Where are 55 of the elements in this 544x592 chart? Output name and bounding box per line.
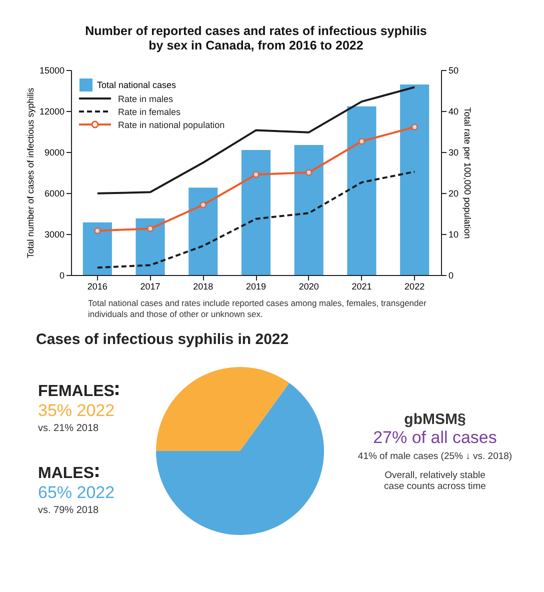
text: Total national cases and rates include reported cases among males, females, transgender individuals and those of other or unknown sex. bbox=[88, 298, 428, 321]
x-tick-label: 2018 bbox=[193, 282, 214, 292]
y-tick-label: 12000 bbox=[39, 106, 64, 116]
x-tick-label: 2021 bbox=[352, 282, 372, 292]
point bbox=[305, 169, 312, 176]
bar bbox=[241, 150, 271, 275]
bar bbox=[82, 222, 112, 275]
legend-label: Total national cases bbox=[97, 80, 177, 90]
x-tick-label: 2022 bbox=[404, 282, 425, 292]
y-tick-label: 9000 bbox=[44, 148, 64, 158]
text: vs. 79% 2018 bbox=[38, 504, 100, 516]
legend-label: Rate in females bbox=[118, 106, 181, 116]
point bbox=[146, 225, 154, 232]
x-tick-label: 2016 bbox=[87, 282, 108, 292]
y2-tick-label: 20 bbox=[448, 188, 459, 198]
y-tick-label: 3000 bbox=[44, 230, 64, 240]
legend-label: Rate in males bbox=[118, 94, 174, 104]
legend-label: Rate in national population bbox=[118, 120, 225, 130]
chart-title: Cases of infectious syphilis in 2022 bbox=[36, 330, 289, 348]
y2-tick-label: 40 bbox=[448, 106, 459, 116]
text: vs. 21% 2018 bbox=[38, 422, 100, 434]
y2-tick-label: 30 bbox=[448, 148, 459, 158]
bar bbox=[294, 145, 324, 275]
slice-label: FEMALES bbox=[38, 382, 114, 400]
y-tick-label: 15000 bbox=[39, 66, 64, 76]
y2-tick-label: 0 bbox=[448, 270, 454, 280]
bar bbox=[188, 188, 218, 275]
point bbox=[200, 201, 207, 208]
bar bbox=[136, 218, 165, 275]
text: Overall, relatively stable case counts across time bbox=[383, 470, 487, 492]
text: 27% of all cases bbox=[372, 428, 498, 448]
point bbox=[94, 227, 101, 234]
text: 41% of male cases (25% ↓ vs. 2018) bbox=[356, 450, 514, 462]
pie-slice bbox=[156, 382, 324, 535]
y-tick-label: 6000 bbox=[44, 188, 64, 198]
data-label: 65% 2022 bbox=[38, 482, 115, 503]
slice-label: MALES bbox=[38, 464, 94, 482]
bar bbox=[400, 84, 430, 275]
y-axis-title: Total number of cases of infectious syphilis bbox=[25, 87, 36, 258]
pie-slice bbox=[156, 366, 290, 451]
bar bbox=[347, 106, 376, 275]
y2-tick-label: 50 bbox=[448, 66, 459, 76]
x-tick-label: 2017 bbox=[140, 282, 160, 292]
x-tick-label: 2019 bbox=[246, 282, 266, 292]
point bbox=[411, 124, 418, 130]
text: gbMSM§ bbox=[403, 410, 467, 428]
point bbox=[358, 138, 366, 145]
data-label: 35% 2022 bbox=[38, 400, 116, 421]
y-tick-label: 0 bbox=[59, 270, 64, 280]
point bbox=[252, 171, 260, 178]
chart-title: Number of reported cases and rates of infectious syphilis by sex in Canada, from 2016 to 2022 bbox=[85, 24, 427, 52]
y2-tick-label: 10 bbox=[448, 230, 459, 240]
y2-axis-title: Total rate per 100,000 population bbox=[462, 107, 473, 239]
line-series bbox=[96, 170, 416, 269]
x-tick-label: 2020 bbox=[298, 282, 319, 292]
